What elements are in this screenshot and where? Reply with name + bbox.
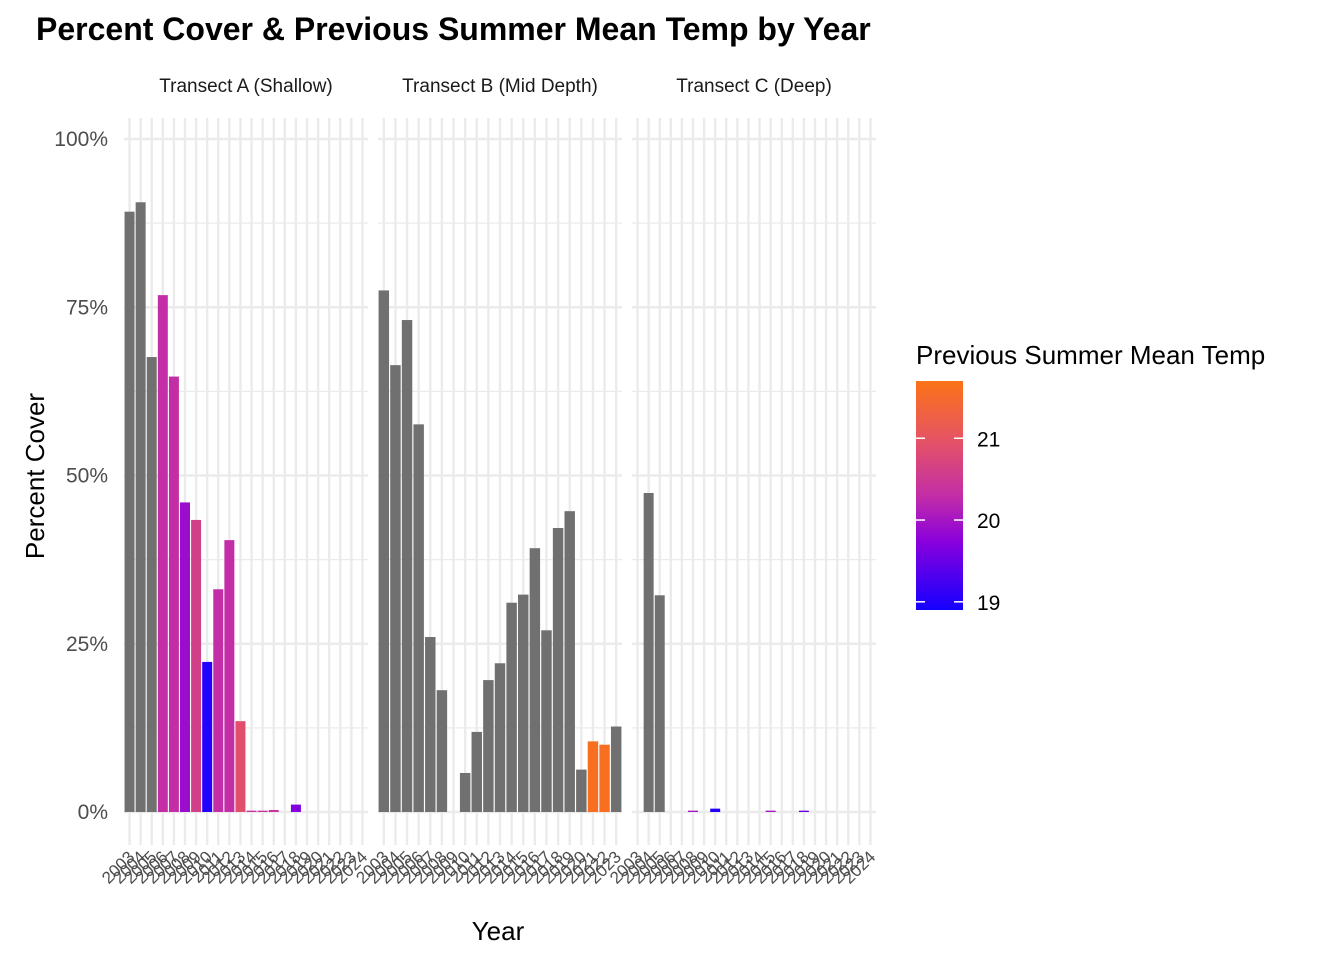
bar-2004 (390, 365, 401, 812)
bar-2017 (541, 630, 552, 812)
bar-2016 (529, 548, 541, 812)
bar-2012 (224, 540, 235, 812)
bar-2005 (401, 320, 413, 812)
legend-title: Previous Summer Mean Temp (916, 340, 1265, 370)
legend-tick-label: 20 (977, 510, 1000, 533)
bar-2015 (257, 810, 268, 812)
bar-2018 (290, 804, 301, 812)
bar-2006 (413, 424, 424, 812)
y-tick-label: 25% (66, 633, 108, 656)
legend-colorbar (916, 381, 963, 610)
x-axis-label: Year (472, 916, 525, 946)
bar-2016 (268, 809, 279, 812)
bar-2023 (610, 726, 622, 812)
bar-2015 (765, 810, 776, 812)
x-tick-labels: 2003200420052006200720082009201020112012… (98, 847, 371, 887)
panel-3: Transect C (Deep) 20032004200520062007200… (606, 76, 879, 888)
panel-strip-label: Transect A (Shallow) (159, 76, 333, 97)
bar-2003 (378, 290, 390, 812)
bar-2010 (710, 808, 721, 812)
chart-title: Percent Cover & Previous Summer Mean Tem… (36, 11, 871, 47)
bar-2009 (191, 519, 202, 812)
bars (378, 290, 622, 812)
panel-strip-label: Transect C (Deep) (676, 76, 832, 97)
bar-2011 (213, 589, 224, 812)
panel-strip-label: Transect B (Mid Depth) (402, 76, 598, 97)
bar-2004 (135, 202, 146, 813)
bar-2007 (425, 637, 436, 812)
bar-2015 (518, 594, 529, 812)
bar-2021 (587, 741, 599, 812)
bar-2014 (506, 602, 517, 812)
legend: Previous Summer Mean Temp 19 20 21 (916, 340, 1265, 615)
bar-2012 (483, 680, 494, 812)
panel-1: Transect A (Shallow) 20032004200520062007… (98, 76, 371, 888)
bar-2007 (168, 376, 179, 812)
major-grid-y (632, 137, 876, 814)
bar-2018 (798, 810, 809, 812)
minor-grid (632, 222, 876, 729)
bars (643, 492, 809, 812)
bar-2019 (564, 511, 575, 812)
bar-2003 (124, 211, 135, 812)
x-tick-labels: 2003200420052006200720082009201020112012… (352, 847, 625, 887)
bar-2005 (654, 595, 665, 812)
bar-2022 (599, 744, 610, 812)
legend-tick-label: 19 (977, 592, 1000, 615)
bar-2005 (146, 357, 157, 812)
panel-2: Transect B (Mid Depth) 200320042005200620… (352, 76, 625, 888)
bar-2008 (180, 502, 190, 812)
bar-2008 (688, 810, 698, 812)
bars (124, 202, 301, 813)
bar-2014 (246, 810, 257, 812)
bar-2010 (202, 661, 213, 812)
panels: Transect A (Shallow) 20032004200520062007… (54, 76, 879, 888)
bar-2013 (235, 721, 246, 812)
y-tick-label: 50% (66, 465, 108, 488)
major-grid-x (636, 118, 872, 845)
bar-2004 (643, 492, 654, 812)
legend-tick-label: 21 (977, 428, 1000, 451)
bar-2011 (471, 731, 482, 812)
y-tick-labels: 0% 25% 50% 75% 100% (54, 128, 108, 824)
bar-2006 (157, 295, 168, 812)
legend-ticks: 19 20 21 (916, 428, 1000, 615)
y-tick-label: 75% (66, 296, 108, 319)
bar-2010 (459, 772, 471, 812)
y-axis-label: Percent Cover (20, 393, 50, 560)
bar-2018 (552, 527, 564, 812)
bar-2008 (436, 690, 448, 812)
bar-2020 (576, 769, 587, 812)
y-tick-label: 0% (78, 801, 108, 824)
x-tick-labels: 2003200420052006200720082009201020112012… (606, 847, 879, 887)
bar-2013 (494, 663, 506, 812)
y-tick-label: 100% (54, 128, 108, 151)
